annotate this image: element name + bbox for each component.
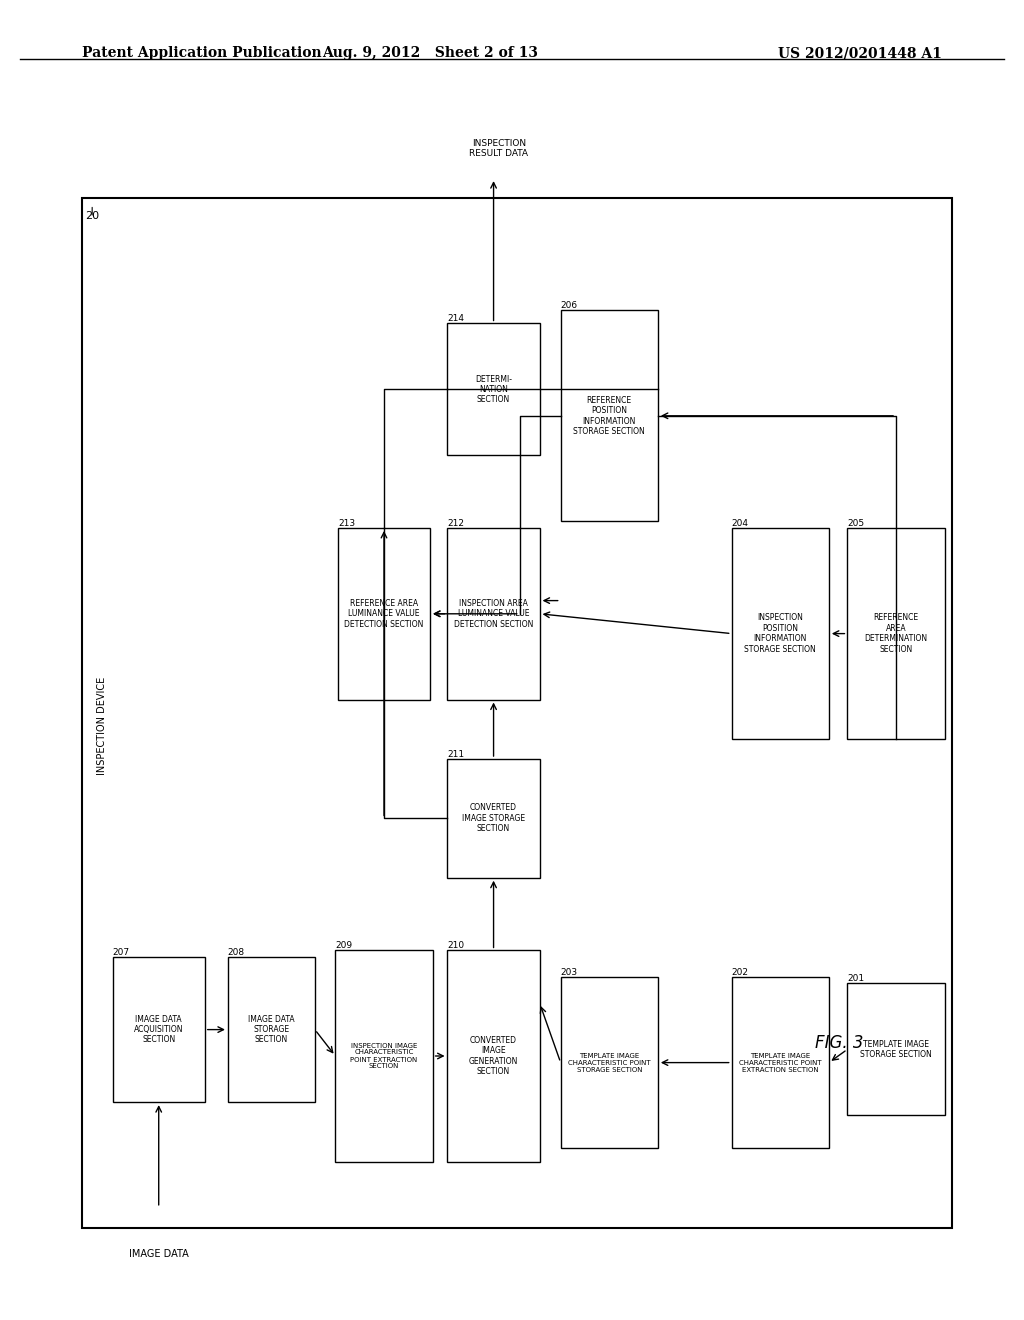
FancyBboxPatch shape: [561, 977, 657, 1148]
FancyBboxPatch shape: [82, 198, 952, 1228]
Text: FIG. 3: FIG. 3: [815, 1034, 864, 1052]
Text: 203: 203: [561, 968, 578, 977]
Text: INSPECTION AREA
LUMINANCE VALUE
DETECTION SECTION: INSPECTION AREA LUMINANCE VALUE DETECTIO…: [454, 599, 534, 628]
FancyBboxPatch shape: [848, 528, 944, 739]
Text: IMAGE DATA: IMAGE DATA: [129, 1249, 188, 1259]
FancyBboxPatch shape: [447, 323, 540, 455]
Text: 211: 211: [447, 750, 465, 759]
Text: INSPECTION
RESULT DATA: INSPECTION RESULT DATA: [469, 139, 528, 158]
Text: US 2012/0201448 A1: US 2012/0201448 A1: [778, 46, 942, 61]
Text: IMAGE DATA
STORAGE
SECTION: IMAGE DATA STORAGE SECTION: [248, 1015, 295, 1044]
Text: Patent Application Publication: Patent Application Publication: [82, 46, 322, 61]
Text: Aug. 9, 2012   Sheet 2 of 13: Aug. 9, 2012 Sheet 2 of 13: [323, 46, 538, 61]
Text: 214: 214: [447, 314, 465, 323]
Text: 205: 205: [848, 519, 864, 528]
FancyBboxPatch shape: [447, 950, 540, 1162]
Text: TEMPLATE IMAGE
STORAGE SECTION: TEMPLATE IMAGE STORAGE SECTION: [860, 1040, 932, 1059]
Text: DETERMI-
NATION
SECTION: DETERMI- NATION SECTION: [475, 375, 512, 404]
FancyBboxPatch shape: [447, 759, 540, 878]
Text: INSPECTION
POSITION
INFORMATION
STORAGE SECTION: INSPECTION POSITION INFORMATION STORAGE …: [744, 614, 816, 653]
Text: 213: 213: [338, 519, 355, 528]
Text: REFERENCE
AREA
DETERMINATION
SECTION: REFERENCE AREA DETERMINATION SECTION: [864, 614, 928, 653]
Text: 212: 212: [447, 519, 465, 528]
Text: TEMPLATE IMAGE
CHARACTERISTIC POINT
STORAGE SECTION: TEMPLATE IMAGE CHARACTERISTIC POINT STOR…: [568, 1052, 650, 1073]
Text: IMAGE DATA
ACQUISITION
SECTION: IMAGE DATA ACQUISITION SECTION: [134, 1015, 183, 1044]
Text: INSPECTION IMAGE
CHARACTERISTIC
POINT EXTRACTION
SECTION: INSPECTION IMAGE CHARACTERISTIC POINT EX…: [350, 1043, 418, 1069]
Text: 206: 206: [561, 301, 578, 310]
Text: CONVERTED
IMAGE
GENERATION
SECTION: CONVERTED IMAGE GENERATION SECTION: [469, 1036, 518, 1076]
Text: 201: 201: [848, 974, 864, 983]
Text: REFERENCE
POSITION
INFORMATION
STORAGE SECTION: REFERENCE POSITION INFORMATION STORAGE S…: [573, 396, 645, 436]
FancyBboxPatch shape: [731, 528, 829, 739]
Text: 208: 208: [227, 948, 245, 957]
FancyBboxPatch shape: [113, 957, 205, 1102]
FancyBboxPatch shape: [447, 528, 540, 700]
FancyBboxPatch shape: [848, 983, 944, 1115]
FancyBboxPatch shape: [731, 977, 829, 1148]
Text: INSPECTION DEVICE: INSPECTION DEVICE: [97, 677, 108, 775]
FancyBboxPatch shape: [338, 528, 430, 700]
Text: TEMPLATE IMAGE
CHARACTERISTIC POINT
EXTRACTION SECTION: TEMPLATE IMAGE CHARACTERISTIC POINT EXTR…: [739, 1052, 821, 1073]
Text: 204: 204: [731, 519, 749, 528]
Text: CONVERTED
IMAGE STORAGE
SECTION: CONVERTED IMAGE STORAGE SECTION: [462, 804, 525, 833]
Text: 20: 20: [85, 211, 99, 222]
Text: 209: 209: [336, 941, 352, 950]
FancyBboxPatch shape: [336, 950, 432, 1162]
Text: 202: 202: [731, 968, 749, 977]
FancyBboxPatch shape: [227, 957, 315, 1102]
Text: 207: 207: [113, 948, 130, 957]
FancyBboxPatch shape: [561, 310, 657, 521]
Text: 210: 210: [447, 941, 465, 950]
Text: REFERENCE AREA
LUMINANCE VALUE
DETECTION SECTION: REFERENCE AREA LUMINANCE VALUE DETECTION…: [344, 599, 424, 628]
